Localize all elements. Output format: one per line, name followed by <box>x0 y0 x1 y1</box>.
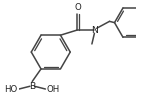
Text: OH: OH <box>47 85 60 94</box>
Text: B: B <box>29 82 35 91</box>
Text: N: N <box>91 26 98 35</box>
Text: O: O <box>75 3 81 12</box>
Text: HO: HO <box>4 85 18 94</box>
